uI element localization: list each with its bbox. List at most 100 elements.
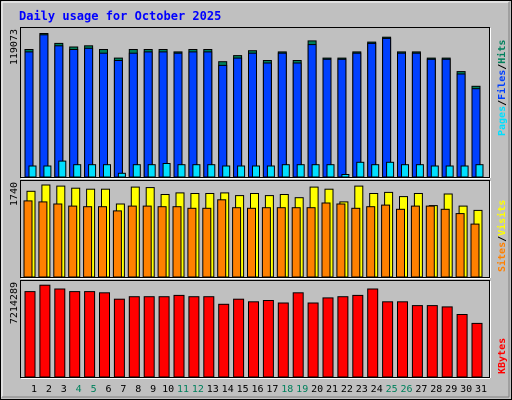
svg-text:Sites/Visits: Sites/Visits [496,200,508,272]
files-bar-day-29 [441,58,451,178]
day-label-26: 26 [400,384,412,395]
files-bar-day-15 [233,57,243,178]
pages-bar-day-29 [445,165,454,178]
pages-bar-day-4 [73,164,82,178]
sites-bar-day-1 [23,200,33,278]
sites-bar-day-11 [172,206,182,278]
kbytes-bar-day-16 [248,301,259,378]
day-label-20: 20 [311,384,323,395]
pages-bar-day-26 [401,164,409,178]
files-bar-day-9 [143,51,153,178]
files-bar-day-3 [54,45,64,178]
pages-bar-day-20 [311,164,320,178]
sites-bar-day-15 [232,207,242,278]
files-bar-day-14 [218,64,228,178]
kbytes-bar-day-24 [367,288,379,378]
legend-sep-1: / [497,100,508,106]
kbytes-bar-day-9 [143,296,155,378]
kbytes-bar-day-28 [426,305,438,378]
sites-bar-day-25 [381,204,391,278]
pages-bar-day-22 [341,174,350,178]
panel-visits-sites: 1740 Sites/Visits [9,180,508,279]
legend-sep-3: / [497,236,508,242]
sites-bar-day-30 [455,213,465,278]
files-bar-day-11 [173,52,183,178]
bars-kbytes [24,284,483,378]
kbytes-bar-day-5 [84,291,96,378]
day-label-17: 17 [266,384,278,395]
pages-bar-day-28 [430,165,439,178]
sites-bar-day-23 [351,207,361,278]
pages-bar-day-3 [58,160,67,178]
day-label-21: 21 [326,384,338,395]
files-bar-day-23 [352,52,362,178]
sites-bar-day-19 [291,207,301,278]
sites-bar-day-6 [98,206,107,278]
pages-bar-day-27 [415,164,424,178]
kbytes-bar-day-17 [262,300,274,378]
legend-sites: Sites [496,242,508,272]
day-label-27: 27 [415,384,427,395]
chart-title: Daily usage for October 2025 [19,9,221,23]
kbytes-bar-day-7 [113,298,125,378]
legend-kbytes-label: KBytes [497,338,508,374]
sites-bar-day-8 [127,205,137,278]
pages-bar-day-14 [222,165,231,178]
kbytes-bar-day-1 [24,291,36,378]
sites-bar-day-29 [440,208,450,278]
files-bar-day-24 [367,42,377,178]
day-label-5: 5 [91,384,97,395]
day-label-16: 16 [251,384,263,395]
legend-sep-2: / [497,64,508,70]
kbytes-bar-day-31 [471,322,483,378]
sites-bar-day-2 [38,201,48,278]
legend-pages: Pages [497,106,508,136]
day-label-18: 18 [281,384,293,395]
files-bar-day-20 [307,44,317,178]
sites-bar-day-12 [187,207,197,278]
pages-bar-day-30 [460,165,469,178]
kbytes-bar-day-11 [173,294,185,378]
sites-bar-day-31 [470,223,480,278]
pages-bar-day-19 [296,164,305,178]
pages-bar-day-7 [117,172,126,178]
kbytes-bar-day-25 [382,301,394,378]
pages-bar-day-2 [43,165,52,178]
panel-kbytes: 7214289 KBytes [9,280,508,379]
kbytes-bar-day-13 [203,296,215,378]
sites-bar-day-14 [217,199,227,278]
files-bar-day-6 [99,52,108,178]
day-label-13: 13 [207,384,219,395]
pages-bar-day-25 [386,161,395,178]
files-bar-day-16 [248,52,257,178]
files-bar-day-17 [262,62,272,178]
day-label-3: 3 [61,384,67,395]
files-bar-day-10 [158,51,168,178]
kbytes-bar-day-29 [441,306,453,378]
files-bar-day-25 [382,37,392,178]
kbytes-bar-day-10 [158,296,170,378]
files-bar-day-30 [456,73,466,178]
axis-max-label-hits: 119073 [9,29,20,65]
sites-bar-day-4 [68,205,78,278]
sites-bar-day-16 [247,207,256,278]
sites-bar-day-9 [142,205,152,278]
day-label-9: 9 [150,384,156,395]
panel-hits-files-pages: 119073 Pages/Files/Hits [9,27,508,179]
bars-hits-files-pages [24,33,484,178]
pages-bar-day-10 [162,163,171,178]
files-bar-day-5 [84,47,94,178]
files-bar-day-12 [188,51,198,178]
pages-bar-day-24 [371,164,380,178]
legend-visits: Visits [496,200,508,236]
day-label-7: 7 [120,384,126,395]
day-label-14: 14 [222,384,234,395]
kbytes-bar-day-12 [188,296,200,378]
sites-bar-day-26 [396,208,405,278]
kbytes-bar-day-18 [277,302,289,378]
sites-bar-day-13 [202,207,212,278]
kbytes-bar-day-30 [456,314,468,378]
files-bar-day-8 [128,52,138,178]
pages-bar-day-15 [237,165,246,178]
sites-bar-day-5 [83,206,93,278]
